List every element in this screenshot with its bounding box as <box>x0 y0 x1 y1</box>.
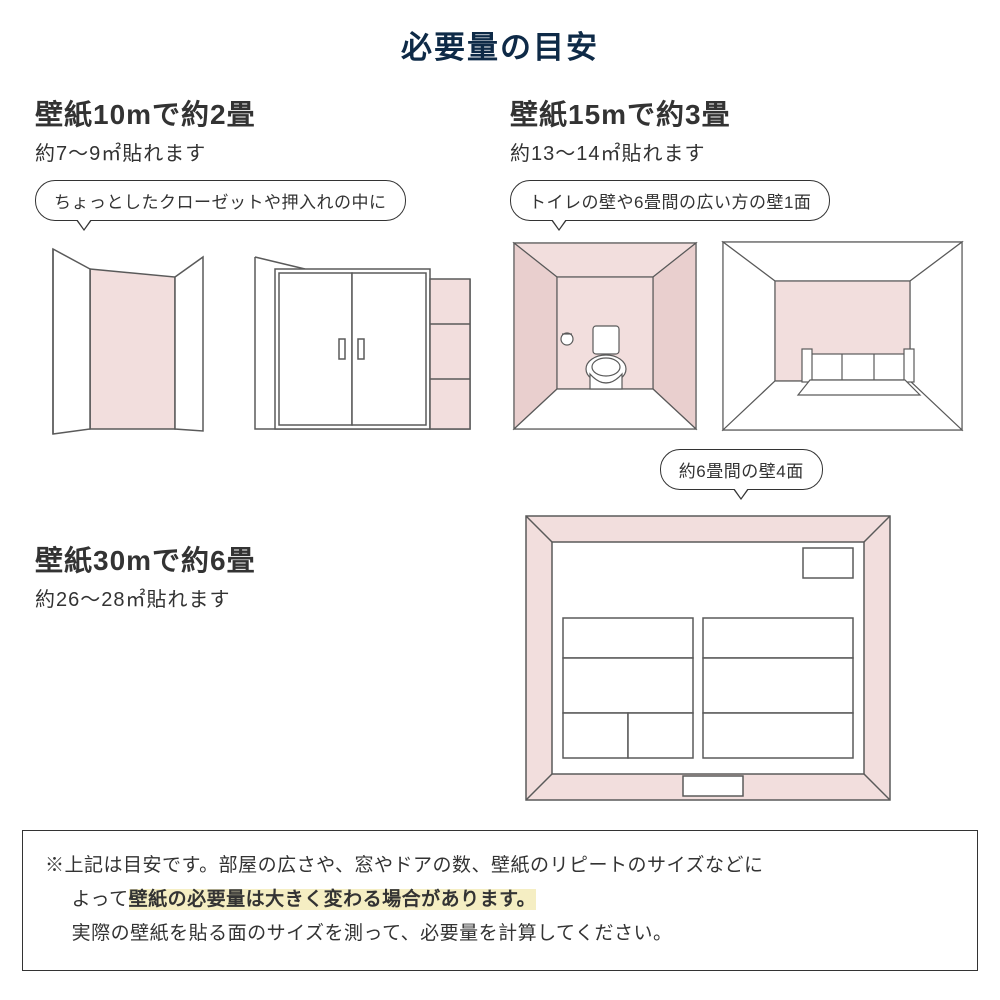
section-10m: 壁紙10mで約2畳 約7～9㎡貼れます ちょっとしたクローゼットや押入れの中に <box>35 93 475 439</box>
section-sub: 約13～14㎡貼れます <box>510 137 965 166</box>
disclaimer-highlight: 壁紙の必要量は大きく変わる場合があります。 <box>129 889 537 910</box>
section-heading: 壁紙30mで約6畳 <box>35 539 483 579</box>
section-sub: 約7～9㎡貼れます <box>35 137 475 166</box>
closet-illustration <box>35 239 225 439</box>
section-heading: 壁紙15mで約3畳 <box>510 93 965 133</box>
disclaimer-box: ※上記は目安です。部屋の広さや、窓やドアの数、壁紙のリピートのサイズなどに よっ… <box>22 830 978 971</box>
speech-bubble: 約6畳間の壁4面 <box>660 449 823 490</box>
section-heading: 壁紙10mで約2畳 <box>35 93 475 133</box>
section-30m: 壁紙30mで約6畳 約26～28㎡貼れます 約6畳間の壁4面 <box>0 439 1000 808</box>
room-one-wall-illustration <box>720 239 965 434</box>
page-title: 必要量の目安 <box>0 0 1000 93</box>
section-15m: 壁紙15mで約3畳 約13～14㎡貼れます トイレの壁や6畳間の広い方の壁1面 <box>510 93 965 439</box>
disclaimer-line1: ※上記は目安です。部屋の広さや、窓やドアの数、壁紙のリピートのサイズなどに <box>45 849 955 883</box>
sections-top-grid: 壁紙10mで約2畳 約7～9㎡貼れます ちょっとしたクローゼットや押入れの中に <box>0 93 1000 439</box>
floorplan-illustration <box>518 508 898 808</box>
speech-bubble: トイレの壁や6畳間の広い方の壁1面 <box>510 180 830 221</box>
disclaimer-line2: よって壁紙の必要量は大きく変わる場合があります。 <box>45 883 955 917</box>
disclaimer-line3: 実際の壁紙を貼る面のサイズを測って、必要量を計算してください。 <box>45 917 955 951</box>
toilet-room-illustration <box>510 239 700 434</box>
oshiire-illustration <box>245 239 475 439</box>
disclaimer-line2-prefix: よって <box>72 889 129 910</box>
speech-bubble: ちょっとしたクローゼットや押入れの中に <box>35 180 406 221</box>
section-sub: 約26～28㎡貼れます <box>35 583 483 612</box>
